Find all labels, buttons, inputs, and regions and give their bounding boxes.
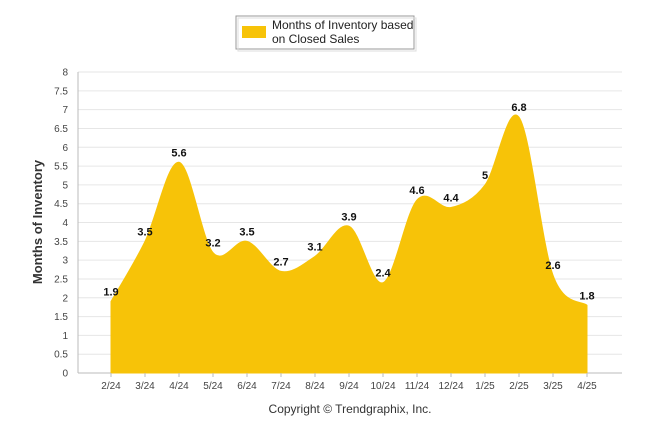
y-tick-label: 2.5: [54, 274, 68, 285]
area-series: [110, 114, 588, 374]
x-tick-label: 6/24: [237, 381, 257, 392]
y-tick-label: 1.5: [54, 312, 68, 323]
legend-label-line-2: on Closed Sales: [272, 32, 359, 46]
y-axis-title: Months of Inventory: [30, 159, 45, 284]
x-tick-label: 12/24: [438, 381, 463, 392]
y-tick-label: 7.5: [54, 86, 68, 97]
y-tick-label: 4: [62, 218, 68, 229]
data-label: 2.6: [545, 260, 560, 272]
x-axis-ticks: 2/24 3/24 4/24 5/24 6/24 7/24 8/24 9/24 10/24 11/…: [101, 373, 597, 392]
data-label: 3.2: [205, 238, 220, 250]
x-tick-label: 11/24: [405, 381, 430, 392]
data-label: 3.9: [341, 211, 356, 223]
data-label: 3.1: [307, 241, 322, 253]
legend: Months of Inventory based on Closed Sale…: [235, 15, 417, 52]
x-tick-label: 9/24: [339, 381, 359, 392]
x-tick-label: 2/24: [101, 381, 121, 392]
y-tick-label: 6.5: [54, 124, 68, 135]
data-label: 3.5: [239, 226, 254, 238]
y-tick-label: 2: [62, 293, 68, 304]
data-label: 4.4: [443, 192, 459, 204]
data-label: 5.6: [171, 147, 186, 159]
area-fill: [110, 114, 588, 374]
data-labels: 1.9 3.5 5.6 3.2 3.5 2.7 3.1 3.9 2.4 4.6 4.4 5 6.8 2.6…: [103, 102, 594, 302]
y-tick-label: 0: [62, 369, 68, 380]
legend-shadow: [237, 17, 417, 52]
x-tick-label: 3/25: [543, 381, 563, 392]
y-tick-label: 3.5: [54, 237, 68, 248]
data-label: 2.4: [375, 268, 391, 280]
x-tick-label: 10/24: [370, 381, 395, 392]
data-label: 2.7: [273, 256, 288, 268]
data-label: 1.8: [579, 290, 594, 302]
copyright-footer: Copyright © Trendgraphix, Inc.: [269, 402, 432, 416]
legend-swatch: [242, 26, 266, 38]
x-tick-label: 7/24: [271, 381, 291, 392]
legend-label-line-1: Months of Inventory based: [272, 18, 413, 32]
y-tick-label: 3: [62, 256, 68, 267]
data-label: 5: [482, 170, 488, 182]
y-tick-label: 0.5: [54, 350, 68, 361]
x-tick-label: 3/24: [135, 381, 155, 392]
x-tick-label: 5/24: [203, 381, 223, 392]
y-tick-label: 5: [62, 180, 68, 191]
y-tick-label: 7: [62, 105, 68, 116]
y-tick-label: 8: [62, 68, 68, 79]
x-tick-label: 2/25: [509, 381, 529, 392]
y-tick-label: 5.5: [54, 162, 68, 173]
data-label: 4.6: [409, 185, 424, 197]
x-tick-label: 8/24: [305, 381, 325, 392]
x-tick-label: 4/24: [169, 381, 189, 392]
x-tick-label: 4/25: [577, 381, 597, 392]
y-tick-label: 4.5: [54, 199, 68, 210]
data-label: 6.8: [511, 102, 526, 114]
data-label: 3.5: [137, 226, 152, 238]
y-tick-label: 6: [62, 143, 68, 154]
data-label: 1.9: [103, 287, 118, 299]
x-tick-label: 1/25: [475, 381, 495, 392]
y-axis-ticks: 0 0.5 1 1.5 2 2.5 3 3.5 4 4.5 5 5.5 6 6.5 7 7.5 8: [54, 68, 68, 380]
y-tick-label: 1: [62, 331, 68, 342]
